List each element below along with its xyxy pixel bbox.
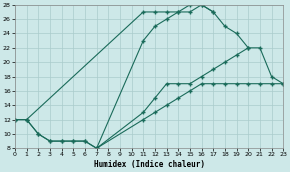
X-axis label: Humidex (Indice chaleur): Humidex (Indice chaleur) — [94, 160, 204, 169]
